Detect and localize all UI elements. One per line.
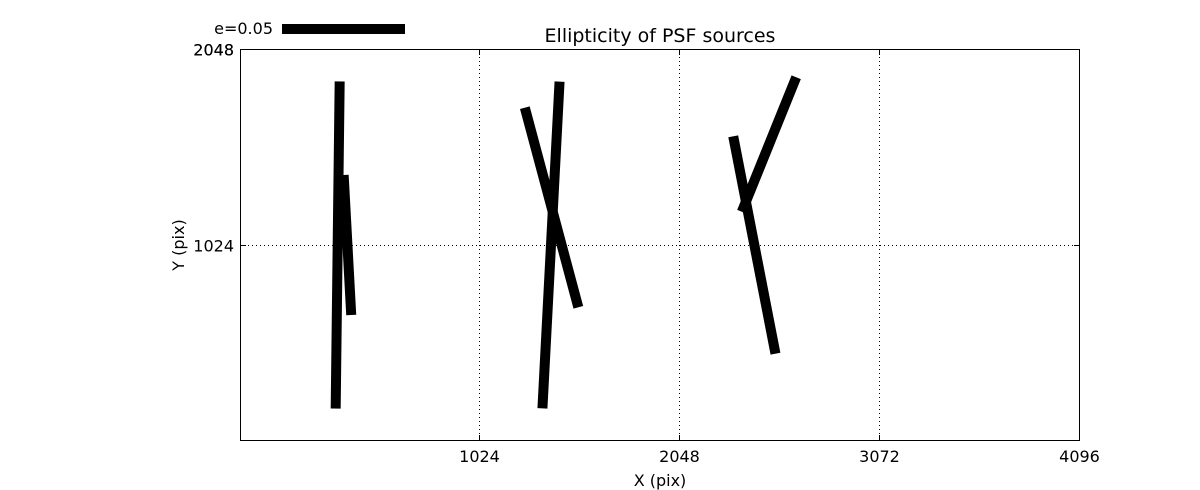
y-tick-label: 1024	[193, 237, 234, 256]
whisker-3	[537, 81, 565, 409]
x-tick-label: 4096	[1059, 447, 1100, 466]
legend: e=0.05	[214, 19, 405, 38]
x-axis-title: X (pix)	[634, 471, 687, 490]
x-tick-label: 2048	[659, 447, 700, 466]
x-tick-label: 1024	[459, 447, 500, 466]
chart-title: Ellipticity of PSF sources	[545, 25, 776, 47]
whisker-1	[330, 81, 345, 409]
x-tick-label: 3072	[859, 447, 900, 466]
tick-marks	[240, 49, 1080, 441]
whisker-4	[520, 106, 584, 309]
whisker-layer	[330, 75, 801, 409]
whisker-6	[737, 75, 801, 214]
y-tick-label: 2048	[193, 41, 234, 60]
y-axis-title: Y (pix)	[169, 219, 188, 271]
whisker-2	[338, 174, 357, 316]
whisker-5	[728, 135, 781, 355]
legend-label: e=0.05	[214, 19, 273, 38]
y-tick-label-overlap: 2048	[193, 41, 234, 60]
grid-lines	[240, 49, 1080, 441]
